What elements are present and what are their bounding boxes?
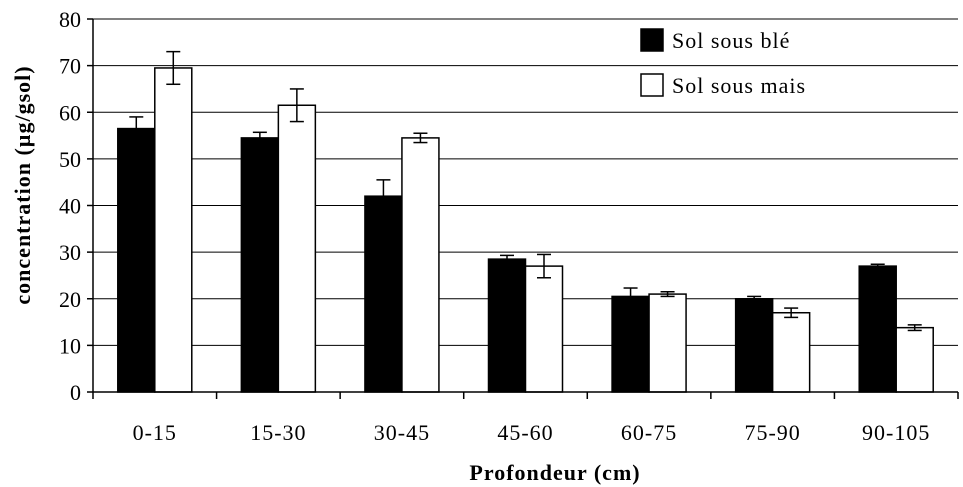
x-tick-label: 75-90: [744, 420, 800, 445]
axes: [87, 18, 959, 399]
x-axis-title: Profondeur (cm): [469, 460, 640, 485]
bar-series-1: [117, 127, 156, 393]
legend-label-series-1: Sol sous blé: [672, 28, 790, 53]
y-tick-label: 80: [59, 7, 81, 32]
bar-series-1: [487, 258, 527, 393]
bar-series-2: [154, 67, 193, 393]
bar-series-1: [611, 295, 650, 393]
y-tick-label: 60: [59, 100, 81, 125]
bar-series-2: [401, 137, 440, 393]
bars: [117, 50, 934, 393]
y-tick-label: 30: [59, 240, 81, 265]
x-tick-label: 45-60: [497, 420, 553, 445]
bar-series-1: [858, 265, 897, 393]
bar-series-2: [524, 265, 564, 393]
x-tick-label: 30-45: [374, 420, 430, 445]
bar-series-1: [364, 195, 403, 393]
legend-label-series-2: Sol sous mais: [672, 73, 806, 98]
x-tick-labels: 0-15 15-30 30-45 45-60 60-75 75-90 90-105: [133, 420, 930, 445]
x-tick-label: 15-30: [250, 420, 306, 445]
x-tick-label: 0-15: [133, 420, 177, 445]
bar-series-2: [771, 311, 811, 393]
y-tick-labels: 0 10 20 30 40 50 60 70 80: [59, 7, 81, 405]
y-tick-label: 40: [59, 194, 81, 219]
gridlines: [93, 18, 958, 346]
x-tick-label: 60-75: [621, 420, 677, 445]
y-tick-label: 70: [59, 54, 81, 79]
x-tick-label: 90-105: [862, 420, 930, 445]
y-tick-label: 50: [59, 147, 81, 172]
bar-series-2: [648, 293, 687, 393]
bar-series-1: [734, 298, 774, 393]
bar-series-2: [277, 104, 317, 393]
legend: Sol sous blé Sol sous mais: [640, 28, 806, 98]
y-tick-label: 10: [59, 333, 81, 358]
legend-swatch-series-1: [640, 28, 664, 52]
bar-series-1: [240, 137, 280, 393]
bar-series-2: [895, 326, 934, 393]
y-axis-title: concentration (µg/gsol): [10, 65, 35, 304]
y-tick-label: 20: [59, 287, 81, 312]
legend-swatch-series-2: [640, 73, 664, 97]
y-tick-label: 0: [70, 380, 81, 405]
